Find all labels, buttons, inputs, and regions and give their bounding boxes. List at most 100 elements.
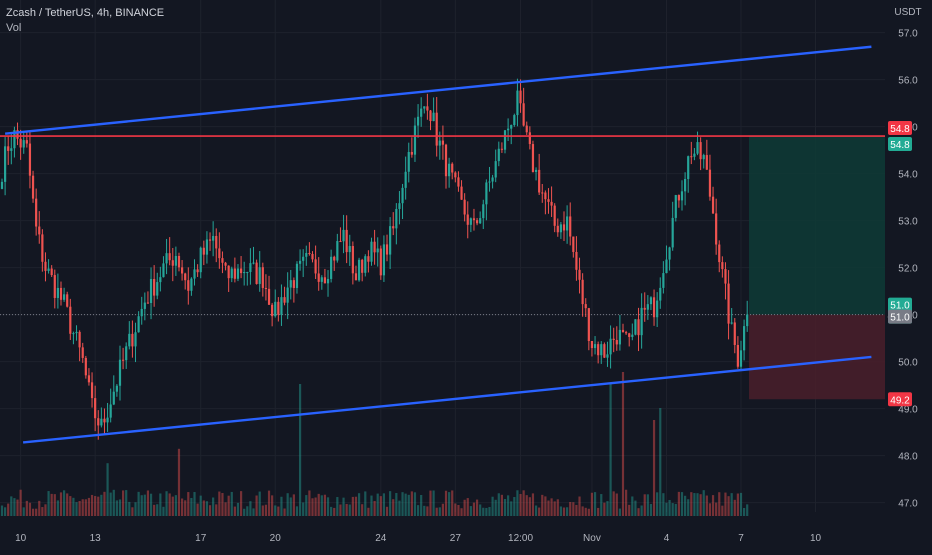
volume-bar xyxy=(280,496,283,516)
candle xyxy=(174,246,177,276)
candle xyxy=(7,136,10,165)
candle xyxy=(84,355,87,379)
candle xyxy=(367,250,370,273)
volume-bar xyxy=(463,499,466,516)
candle xyxy=(410,137,413,158)
candle-body xyxy=(597,344,600,356)
price-label-text: 51.0 xyxy=(890,301,910,312)
volume-bar xyxy=(432,490,435,516)
candle xyxy=(730,308,733,325)
candle-body xyxy=(581,279,584,305)
y-tick-label: 53.0 xyxy=(898,217,918,228)
candle xyxy=(600,341,603,364)
volume-bar xyxy=(550,498,553,516)
candle-body xyxy=(121,359,125,361)
candle-body xyxy=(475,220,479,224)
candle-body xyxy=(637,319,640,336)
volume-bar xyxy=(395,492,398,516)
candle xyxy=(715,198,718,255)
candle xyxy=(401,183,404,219)
candle-body xyxy=(646,304,649,310)
candle xyxy=(149,267,153,320)
candle-body xyxy=(730,322,733,324)
candle-body xyxy=(684,178,687,192)
candle-body xyxy=(75,331,78,334)
candle-body xyxy=(128,333,131,347)
candle-body xyxy=(81,347,84,358)
candle xyxy=(736,336,739,369)
volume-bar xyxy=(389,491,392,516)
candle xyxy=(500,142,504,153)
candle xyxy=(649,296,653,311)
candle xyxy=(429,109,432,131)
volume-bar xyxy=(519,494,522,516)
candle xyxy=(652,289,656,326)
volume-bar xyxy=(289,497,292,516)
volume-bar xyxy=(684,495,687,516)
candle xyxy=(348,234,351,266)
candle-body xyxy=(544,192,547,200)
volume-bar xyxy=(541,494,544,516)
volume-bar xyxy=(584,507,587,516)
candle xyxy=(109,388,112,423)
candle xyxy=(581,273,584,317)
candle-body xyxy=(31,175,35,199)
candle xyxy=(31,170,35,203)
volume-bar xyxy=(438,507,441,516)
candle-body xyxy=(429,110,432,122)
candle xyxy=(466,201,469,239)
candle xyxy=(156,272,159,300)
candle xyxy=(404,156,407,200)
candle-body xyxy=(162,263,165,278)
candle xyxy=(618,315,621,351)
volume-bar xyxy=(7,503,10,516)
volume-bar xyxy=(264,504,268,516)
volume-bar xyxy=(510,501,513,516)
candle xyxy=(711,186,715,214)
volume-bar xyxy=(121,490,125,516)
candle xyxy=(357,257,361,282)
candle xyxy=(662,261,665,294)
candle-body xyxy=(615,339,618,345)
volume-bar xyxy=(680,492,684,516)
candle-body xyxy=(149,279,153,304)
candle xyxy=(531,140,535,173)
price-label: 49.2 xyxy=(888,392,912,407)
volume-indicator-label[interactable]: Vol xyxy=(6,22,22,34)
volume-bar xyxy=(413,492,417,516)
candle-body xyxy=(137,316,140,333)
volume-bar xyxy=(97,496,100,516)
upper-channel-line xyxy=(4,45,872,135)
candle xyxy=(75,325,78,341)
symbol-title[interactable]: Zcash / TetherUS, 4h, BINANCE xyxy=(6,7,165,19)
candle-body xyxy=(466,214,469,225)
candle-body xyxy=(267,288,271,305)
candle xyxy=(131,320,134,358)
candle xyxy=(578,257,581,294)
price-axis: USDT57.056.055.054.053.052.051.050.049.0… xyxy=(885,0,932,550)
candle xyxy=(525,121,528,136)
volume-bar xyxy=(118,499,122,516)
candle-body xyxy=(342,229,345,242)
candle-body xyxy=(702,155,705,160)
candle xyxy=(721,256,724,278)
candlesticks xyxy=(0,78,749,440)
volume-bar xyxy=(454,503,457,516)
candle-body xyxy=(652,297,656,318)
candle xyxy=(125,342,128,369)
candle-body xyxy=(190,278,193,291)
candle-body xyxy=(420,108,423,117)
candle xyxy=(78,330,81,362)
candle xyxy=(460,180,463,200)
volume-bar xyxy=(125,490,128,516)
candle-body xyxy=(482,204,485,219)
candle-body xyxy=(112,391,115,405)
candle xyxy=(699,137,702,171)
candle xyxy=(10,133,13,165)
candle-body xyxy=(63,294,66,300)
candle-body xyxy=(373,241,376,253)
candle xyxy=(373,229,376,265)
candle-body xyxy=(103,418,106,423)
